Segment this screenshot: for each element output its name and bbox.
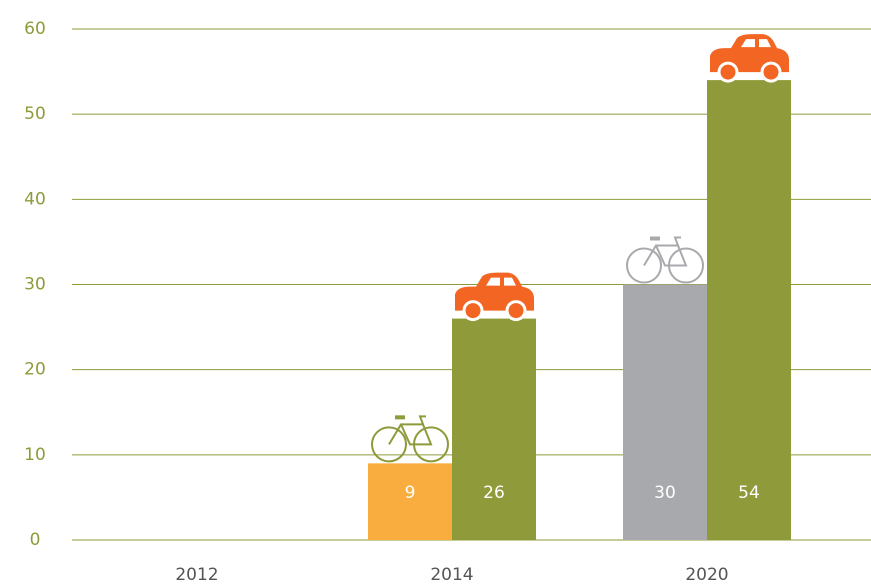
wheel xyxy=(626,247,662,284)
value-label: 54 xyxy=(738,483,760,503)
car-wheel xyxy=(760,61,782,83)
frame xyxy=(388,423,433,446)
value-label: 30 xyxy=(654,483,676,503)
car-wheel xyxy=(717,61,739,83)
y-tick-label: 40 xyxy=(24,189,46,209)
y-tick-label: 0 xyxy=(30,530,41,550)
y-tick-label: 50 xyxy=(24,104,46,124)
fork xyxy=(418,415,426,425)
y-tick-label: 10 xyxy=(24,445,46,465)
bar xyxy=(368,463,452,540)
x-tick-label: 2012 xyxy=(175,565,218,583)
car-icon xyxy=(710,34,789,83)
car-wheel xyxy=(462,300,484,322)
x-tick-label: 2020 xyxy=(685,565,728,583)
x-tick-label: 2014 xyxy=(430,565,473,583)
bar xyxy=(623,284,707,540)
bicycle-icon xyxy=(371,415,449,463)
car-icon xyxy=(455,272,534,322)
frame xyxy=(643,244,688,267)
value-label: 26 xyxy=(483,483,505,503)
bicycle-icon xyxy=(626,236,704,284)
y-tick-label: 60 xyxy=(24,19,46,39)
y-tick-label: 20 xyxy=(24,360,46,380)
car-wheel xyxy=(505,300,527,322)
bar xyxy=(707,80,791,540)
car-window xyxy=(486,277,516,286)
wheel xyxy=(371,426,407,463)
fork xyxy=(673,236,681,246)
y-tick-label: 30 xyxy=(24,275,46,295)
value-label: 9 xyxy=(405,483,416,503)
car-window xyxy=(741,39,771,48)
bar xyxy=(452,318,536,540)
